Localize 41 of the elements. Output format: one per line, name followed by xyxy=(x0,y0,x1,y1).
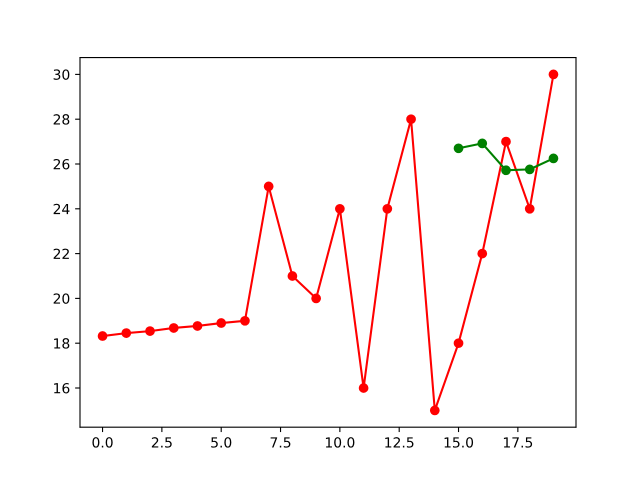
x-tick-label: 7.5 xyxy=(270,437,290,448)
point xyxy=(454,143,464,154)
x-tick-label: 10.0 xyxy=(326,437,354,448)
point xyxy=(168,323,179,333)
x-tick-label: 17.5 xyxy=(504,437,532,448)
point xyxy=(264,182,274,192)
y-tick-label: 30 xyxy=(54,69,70,80)
x-tick-label: 12.5 xyxy=(385,437,414,448)
y-tick-label: 20 xyxy=(54,293,70,304)
point xyxy=(406,114,416,124)
point xyxy=(477,248,488,258)
point xyxy=(501,165,511,176)
x-tick-label: 15.0 xyxy=(444,437,474,448)
y-tick-label: 26 xyxy=(54,158,70,170)
y-tick-label: 18 xyxy=(54,338,70,349)
point xyxy=(311,294,321,304)
point xyxy=(548,70,558,80)
point xyxy=(145,326,155,336)
x-tick-label: 2.5 xyxy=(152,437,172,448)
point xyxy=(335,204,345,214)
point xyxy=(430,406,440,416)
x-tick-label: 5.0 xyxy=(211,437,232,448)
point xyxy=(216,318,226,328)
y-tick-label: 16 xyxy=(54,382,70,394)
y-tick-label: 28 xyxy=(54,114,70,125)
point xyxy=(382,204,392,214)
point xyxy=(98,331,108,341)
x-tick-label: 0.0 xyxy=(92,437,113,448)
y-tick-label: 22 xyxy=(54,248,69,259)
point xyxy=(524,164,535,174)
y-tick-label: 24 xyxy=(54,204,70,214)
point xyxy=(548,154,558,164)
point xyxy=(501,136,511,146)
point xyxy=(288,271,298,281)
point xyxy=(121,328,132,338)
point xyxy=(192,321,202,331)
point xyxy=(358,383,368,393)
point xyxy=(524,204,535,214)
point xyxy=(454,338,464,348)
point xyxy=(477,138,488,148)
point xyxy=(240,316,250,326)
